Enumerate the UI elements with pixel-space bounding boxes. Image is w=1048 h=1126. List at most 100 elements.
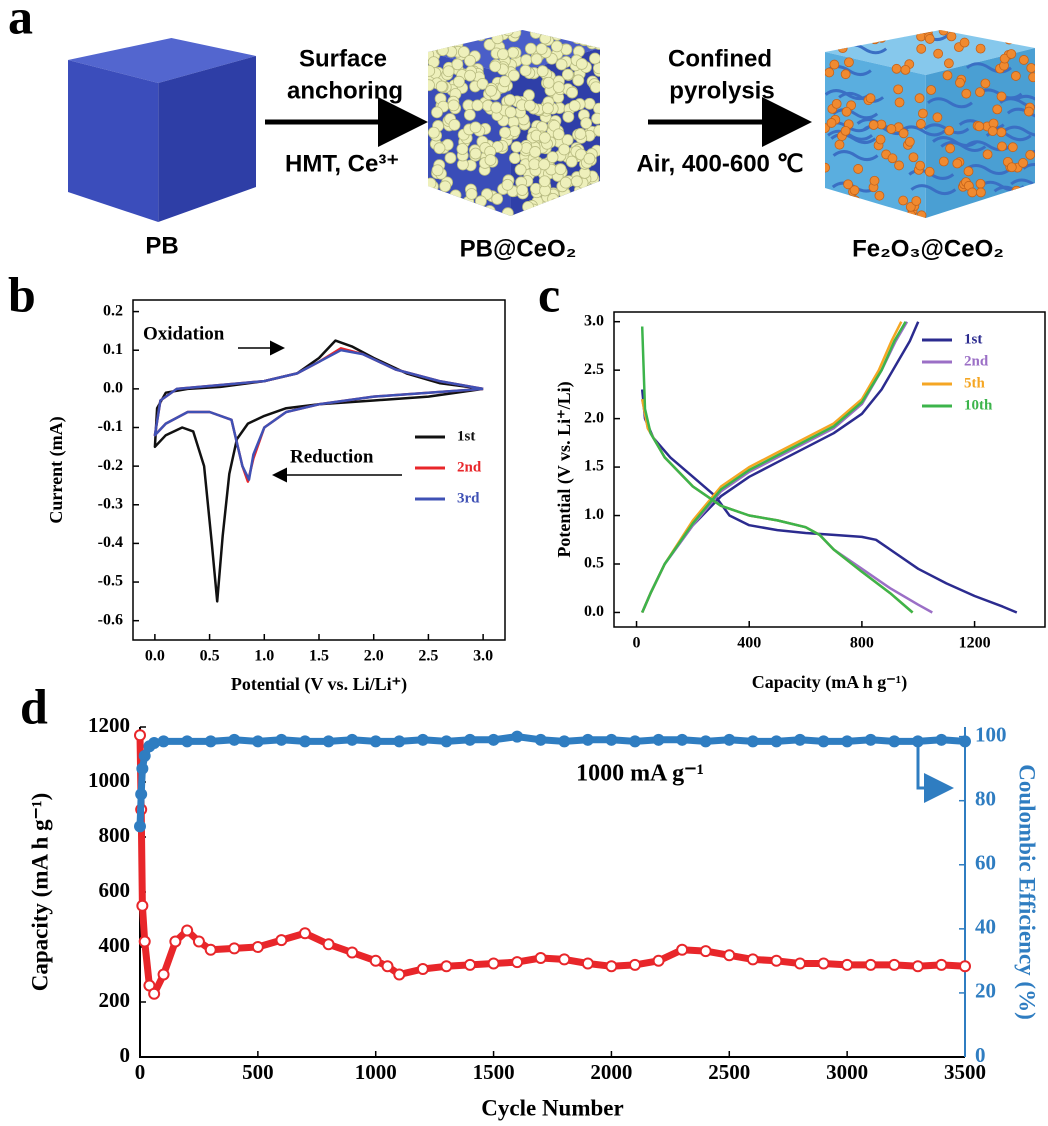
cube-texture: [1022, 163, 1035, 174]
data-point: [817, 735, 830, 748]
cube-particle: [456, 30, 468, 42]
cube-particle: [853, 164, 864, 174]
cube-particle: [448, 196, 461, 209]
x-tick-label: 3.0: [473, 648, 493, 665]
series-line: [640, 321, 914, 614]
cube-particle: [464, 54, 476, 67]
y-tick-label: 0.5: [584, 555, 604, 572]
cube-particle: [832, 193, 843, 204]
cube-face: [158, 56, 256, 222]
cube-particle: [914, 93, 925, 104]
cube-texture: [964, 164, 1011, 176]
cube-particle: [465, 188, 478, 200]
plot-frame: [613, 311, 1046, 628]
cube-particle: [566, 86, 579, 99]
cube-particle: [497, 48, 509, 61]
cube-particle: [543, 206, 556, 216]
data-point: [581, 957, 594, 970]
data-point: [841, 735, 854, 748]
data-point: [275, 934, 288, 947]
x-tick-label: 500: [242, 1060, 274, 1084]
data-point: [148, 987, 161, 1000]
data-point: [346, 946, 359, 959]
legend-label: 1st: [964, 331, 982, 347]
data-point: [204, 943, 217, 956]
cube-particle: [850, 195, 861, 206]
annotation: 1000 mA g⁻¹: [576, 761, 704, 787]
cube-particle: [946, 31, 957, 42]
cube-particle: [490, 101, 503, 114]
cube-particle: [876, 32, 887, 43]
step-label: anchoring: [287, 77, 403, 104]
data-point: [534, 952, 547, 964]
data-point: [511, 956, 524, 969]
cube-particle: [535, 43, 548, 55]
cube-particle: [1014, 30, 1025, 39]
y2-axis-label: Coulombic Efficiency (%): [1015, 764, 1040, 1020]
cube-particle: [898, 128, 909, 139]
data-point: [652, 954, 665, 967]
cube-particle: [898, 195, 909, 206]
cube-particle: [489, 60, 502, 73]
cube-particle: [435, 80, 448, 93]
annotation: Oxidation: [143, 323, 225, 344]
cube-texture: [927, 97, 973, 109]
data-point: [204, 735, 217, 748]
cube-particle: [933, 48, 944, 59]
cube-particle: [542, 76, 555, 89]
cube-particle: [982, 149, 993, 160]
panel-letter: a: [8, 0, 33, 44]
y-tick-label: -0.4: [98, 534, 123, 551]
cube-particle: [523, 99, 536, 112]
cube-particle: [996, 91, 1007, 102]
axis-line: [139, 727, 965, 1058]
cube-particle: [456, 143, 469, 155]
material-label: Fe₂O₃@CeO₂: [852, 235, 1004, 262]
cube-particle: [445, 195, 458, 208]
x-tick-label: 1200: [959, 635, 991, 652]
cube-particle: [1018, 208, 1029, 218]
cube-particle: [508, 152, 521, 165]
y2-tick-label: 100: [975, 722, 1007, 746]
cube-particle: [975, 178, 986, 189]
data-point: [723, 949, 736, 962]
cube-particle: [826, 118, 837, 128]
cube-particle: [938, 156, 949, 167]
data-point: [136, 762, 149, 775]
cube-texture: [969, 206, 1016, 218]
cube-particle: [886, 124, 897, 134]
cube-particle: [439, 180, 452, 193]
step-label: Surface: [299, 45, 387, 72]
data-point: [864, 733, 877, 746]
y-tick-label: 1.5: [584, 458, 604, 475]
cube-particle: [841, 106, 852, 117]
cube-particle: [510, 141, 523, 153]
y-axis-label: Current (mA): [46, 416, 67, 523]
data-point: [369, 954, 382, 967]
cube-particle: [593, 102, 600, 115]
cube-particle: [550, 40, 563, 53]
cube-particle: [916, 210, 927, 218]
data-point: [228, 733, 241, 746]
x-tick-label: 2.5: [418, 648, 438, 665]
panel-letter: d: [20, 678, 48, 734]
cube-particle: [458, 46, 470, 58]
cube-particle: [891, 63, 902, 74]
data-point: [192, 935, 205, 948]
data-point: [136, 899, 149, 912]
data-point: [440, 960, 453, 973]
legend-label: 10th: [964, 397, 993, 413]
data-point: [464, 958, 476, 971]
cube-particle: [441, 195, 453, 207]
cube-particle: [549, 198, 562, 211]
cube-particle: [539, 131, 551, 144]
data-point: [299, 735, 311, 748]
cube-particle: [840, 69, 851, 80]
x-tick-label: 2.0: [364, 648, 384, 665]
cube-particle: [454, 204, 467, 216]
cube-particle: [582, 209, 594, 216]
data-point: [723, 733, 736, 746]
cube-particle: [967, 187, 978, 198]
cube-particle: [997, 141, 1007, 152]
cube-particle: [554, 203, 567, 215]
